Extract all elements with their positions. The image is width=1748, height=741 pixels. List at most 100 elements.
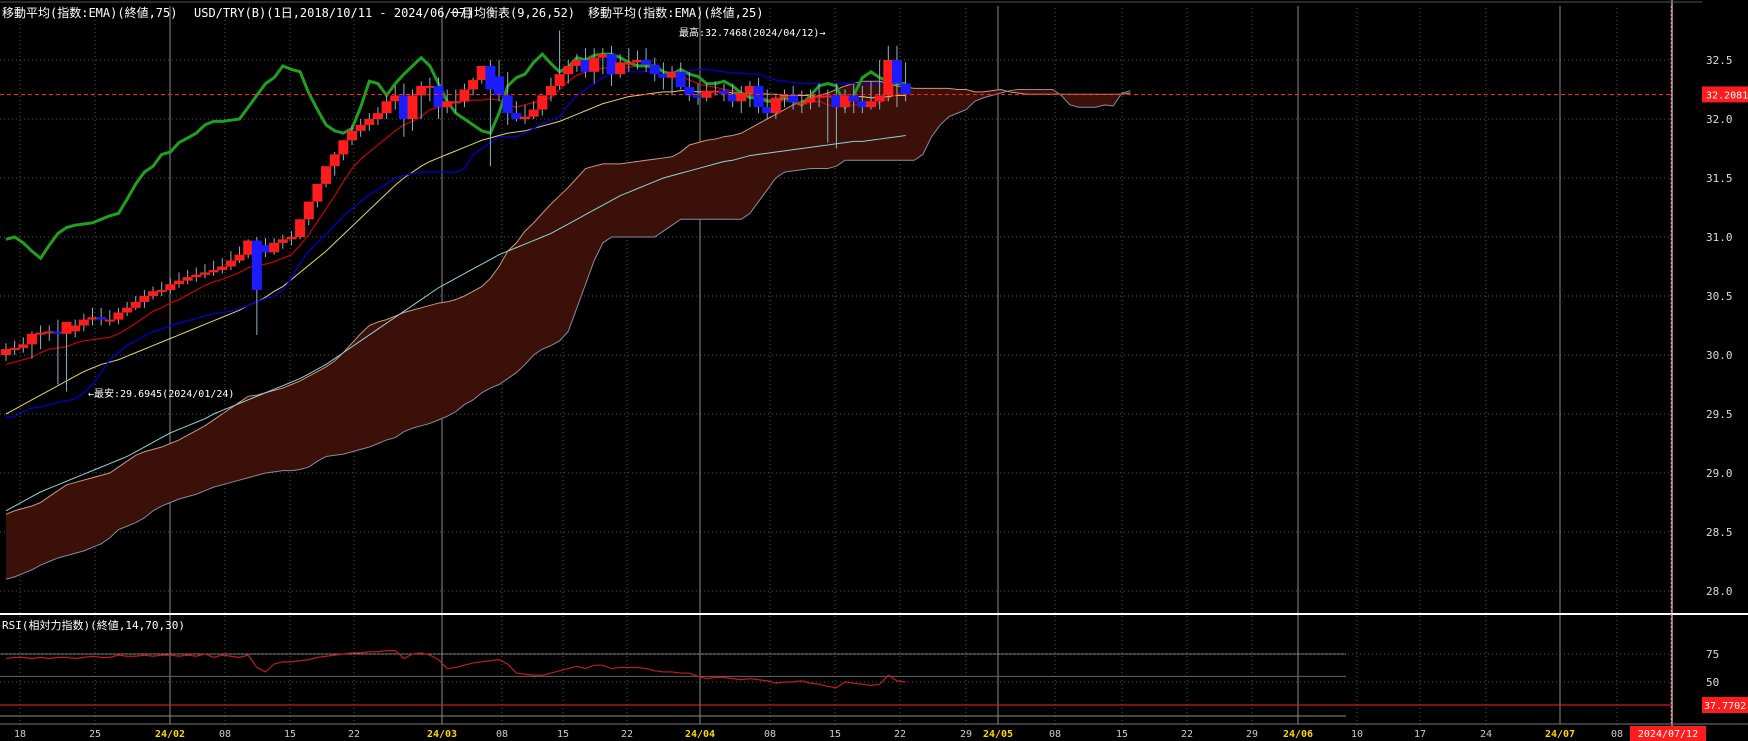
candle-body — [701, 90, 712, 98]
candle-body — [407, 95, 418, 119]
candle — [814, 83, 825, 108]
candle-body — [891, 60, 902, 84]
candle-body — [675, 71, 686, 88]
date-label: 22 — [621, 729, 633, 740]
date-label: 15 — [1116, 729, 1128, 740]
candle-body — [251, 240, 262, 291]
date-label: 29 — [1246, 729, 1258, 740]
date-label: 25 — [89, 729, 101, 740]
month-label: 24/07 — [1545, 729, 1575, 740]
candle-body — [545, 85, 556, 96]
candle-body — [424, 85, 435, 88]
date-label: 22 — [1181, 729, 1193, 740]
candle — [563, 60, 574, 84]
candle — [485, 60, 496, 167]
candle-body — [779, 95, 790, 98]
candle — [779, 89, 790, 108]
candle — [667, 65, 678, 96]
price-tick-label: 30.0 — [1706, 349, 1733, 362]
candle-body — [433, 85, 444, 108]
candle-body — [667, 71, 678, 78]
month-label: 24/03 — [427, 729, 457, 740]
candle — [44, 325, 55, 341]
candle-body — [866, 101, 876, 108]
kijun-line — [5, 68, 906, 419]
date-label: 17 — [1414, 729, 1426, 740]
span-b-line — [5, 89, 1131, 580]
date-label: 15 — [829, 729, 841, 740]
candle — [762, 89, 773, 119]
date-label: 18 — [14, 729, 26, 740]
candle — [891, 45, 902, 108]
candle — [364, 113, 375, 131]
candle — [502, 71, 513, 125]
candle — [494, 60, 505, 102]
candle-body — [537, 95, 548, 110]
candle-body — [225, 260, 236, 267]
candle — [372, 107, 383, 125]
candle-body — [580, 60, 591, 72]
candle — [251, 237, 262, 335]
candle — [727, 83, 738, 108]
candle — [545, 77, 556, 102]
price-tick-label: 28.5 — [1706, 526, 1733, 539]
candle-body — [277, 239, 288, 243]
candle — [857, 85, 868, 114]
candle — [693, 83, 703, 105]
candle-body — [459, 89, 470, 102]
candle — [848, 83, 859, 114]
candle-body — [243, 240, 254, 255]
candle-body — [87, 317, 98, 320]
candle-body — [476, 65, 487, 81]
candle-body — [606, 54, 617, 75]
candle — [182, 270, 193, 285]
candle-body — [857, 101, 868, 108]
candle — [450, 89, 461, 114]
month-label: 24/06 — [1283, 729, 1313, 740]
candle — [191, 267, 202, 282]
candle-body — [165, 284, 176, 291]
date-label: 15 — [557, 729, 569, 740]
candle — [658, 62, 669, 90]
candle — [9, 340, 20, 355]
date-label: 10 — [1351, 729, 1363, 740]
date-label: 08 — [1049, 729, 1061, 740]
ema25-label: 移動平均(指数:EMA)(終値,25) — [588, 6, 764, 20]
month-label: 24/05 — [983, 729, 1013, 740]
candle — [321, 166, 332, 188]
candle-body — [710, 90, 721, 93]
date-cursor-badge — [1630, 726, 1706, 741]
candle-body — [61, 321, 72, 334]
price-tick-label: 29.0 — [1706, 467, 1733, 480]
price-tick-label: 32.0 — [1706, 113, 1733, 126]
candle-body — [52, 331, 63, 334]
candle-body — [78, 319, 89, 326]
candle — [606, 45, 617, 86]
candle — [199, 264, 210, 279]
candle-body — [468, 80, 479, 90]
candle — [788, 85, 799, 110]
low-annotation: ←最安:29.6945(2024/01/24) — [88, 389, 235, 400]
date-label: 08 — [219, 729, 231, 740]
date-label: 29 — [960, 729, 972, 740]
candle — [338, 140, 349, 161]
candle-body — [347, 130, 357, 141]
candle-body — [796, 102, 807, 105]
candle-body — [70, 325, 81, 332]
date-label: 08 — [1611, 729, 1623, 740]
candle-body — [416, 85, 427, 96]
candle — [580, 48, 591, 78]
candle — [416, 81, 427, 119]
candle — [225, 251, 236, 271]
candle — [113, 307, 124, 325]
date-label: 24 — [1480, 729, 1492, 740]
date-label: 08 — [764, 729, 776, 740]
candle-body — [788, 95, 799, 103]
candle — [753, 77, 764, 114]
candle-body — [822, 95, 833, 98]
candle-body — [623, 62, 634, 65]
candle-body — [641, 60, 652, 65]
candle-body — [520, 116, 530, 119]
rsi-current-badge — [1702, 697, 1748, 713]
candle-body — [199, 272, 210, 275]
